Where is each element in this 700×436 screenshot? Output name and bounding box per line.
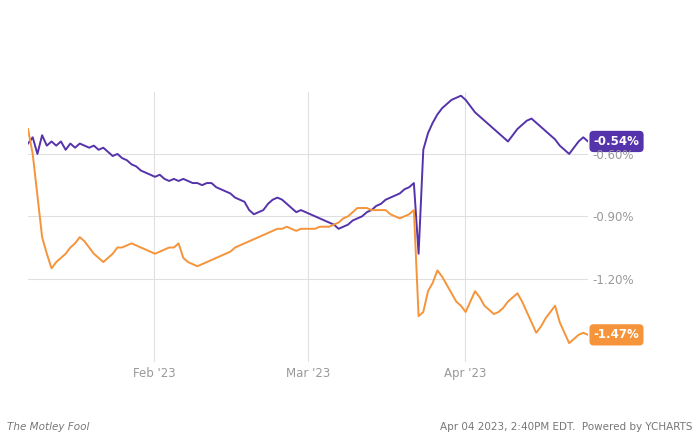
Text: Apr 04 2023, 2:40PM EDT.  Powered by YCHARTS: Apr 04 2023, 2:40PM EDT. Powered by YCHA…: [440, 422, 693, 432]
Text: -0.54%: -0.54%: [594, 135, 640, 148]
Text: -1.47%: -1.47%: [594, 328, 639, 341]
Text: The Motley Fool: The Motley Fool: [7, 422, 90, 432]
